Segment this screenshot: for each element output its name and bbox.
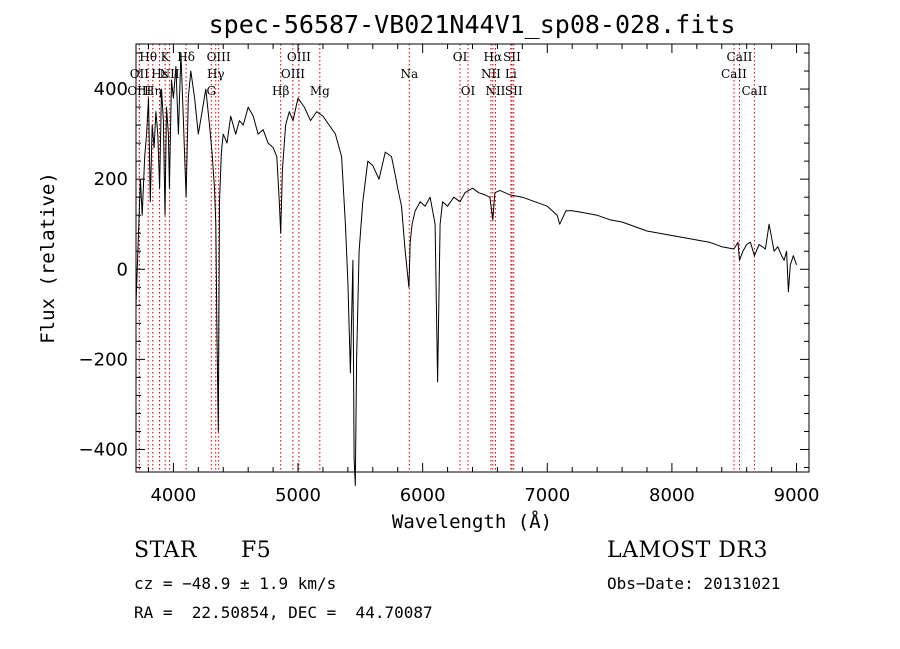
- line-marker-label: CaII: [727, 50, 753, 64]
- line-marker-label: Hη: [144, 84, 162, 98]
- line-marker-label: OI: [453, 50, 468, 64]
- line-marker-labels: Hθ OII OIII K Hε Hη Hδ NII OIII Hγ G OIII OIII Hβ Mg Na…: [127, 50, 767, 98]
- line-marker-label: NII: [485, 84, 505, 98]
- x-tick-label: 5000: [275, 485, 321, 506]
- line-marker-label: Hβ: [272, 84, 289, 98]
- x-tick-label: 7000: [524, 485, 570, 506]
- y-tick-label: −400: [79, 439, 128, 460]
- line-marker-label: CaII: [741, 84, 767, 98]
- line-marker-label: G: [206, 84, 216, 98]
- line-marker-label: Hγ: [207, 67, 225, 81]
- line-marker-label: Hθ: [139, 50, 157, 64]
- spectrum-line: [135, 52, 797, 486]
- line-marker-label: Hδ: [177, 50, 195, 64]
- coordinates: RA = 22.50854, DEC = 44.70087: [134, 603, 433, 622]
- object-class: STAR: [134, 538, 197, 563]
- line-marker-label: NII: [160, 67, 180, 81]
- x-tick-label: 8000: [649, 485, 695, 506]
- line-marker-label: OIII: [127, 84, 151, 98]
- survey-name: LAMOST DR3: [607, 538, 768, 563]
- line-marker-label: OII: [130, 67, 150, 81]
- y-tick-label: −200: [79, 349, 128, 370]
- line-marker-label: OIII: [287, 50, 311, 64]
- redshift-cz: cz = −48.9 ± 1.9 km/s: [134, 574, 337, 593]
- x-tick-label: 4000: [150, 485, 196, 506]
- line-marker-label: OIII: [207, 50, 231, 64]
- line-marker-label: Na: [400, 67, 418, 81]
- y-tick-label: 200: [94, 169, 128, 190]
- y-tick-label: 400: [94, 79, 128, 100]
- spectral-subclass: F5: [241, 538, 272, 563]
- observation-date: Obs−Date: 20131021: [607, 574, 781, 593]
- line-marker-label: NII: [481, 67, 501, 81]
- line-markers: [138, 44, 755, 472]
- line-marker-label: Mg: [310, 84, 330, 98]
- line-marker-label: Hα: [484, 50, 503, 64]
- line-marker-label: K: [161, 50, 171, 64]
- line-marker-label: Li: [505, 67, 517, 81]
- axis-tick-labels: 4000 5000 6000 7000 8000 9000 −400 −200 0 200 400: [79, 79, 820, 506]
- line-marker-label: OIII: [281, 67, 305, 81]
- y-tick-label: 0: [117, 259, 128, 280]
- chart-title: spec-56587-VB021N44V1_sp08-028.fits: [209, 10, 736, 39]
- line-marker-label: Hε: [151, 67, 168, 81]
- series: [135, 52, 797, 486]
- line-marker-label: SII: [505, 84, 523, 98]
- plot-frame: [135, 43, 810, 473]
- line-marker-label: SII: [503, 50, 521, 64]
- x-tick-label: 6000: [400, 485, 446, 506]
- axis-ticks: [136, 44, 809, 472]
- line-marker-label: OI: [461, 84, 476, 98]
- y-axis-label: Flux (relative): [37, 172, 59, 344]
- x-tick-label: 9000: [774, 485, 820, 506]
- line-marker-label: CaII: [721, 67, 747, 81]
- x-axis-label: Wavelength (Å): [392, 510, 552, 533]
